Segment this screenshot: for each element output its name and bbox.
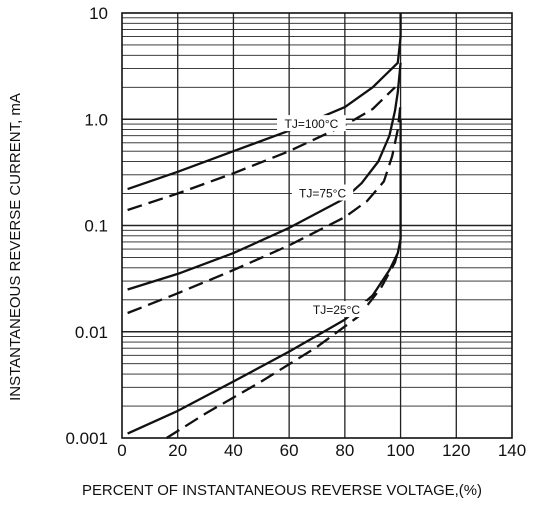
annotation-label: TJ=25°C [313,303,360,317]
plot-frame [121,12,513,439]
x-tick-label: 80 [335,441,354,460]
grid [122,13,512,438]
y-tick-label: 0.01 [75,323,108,342]
x-tick-label: 100 [386,441,414,460]
series-25C-dashed [165,241,402,439]
x-tick-label: 20 [168,441,187,460]
annotations: TJ=100°C TJ=75°C TJ=25°C [277,115,368,318]
x-tick-labels: 0 20 40 60 80 100 120 140 [117,441,526,460]
series-75C-dashed [127,103,402,315]
series-75C-solid [127,62,402,291]
x-axis-title: PERCENT OF INSTANTANEOUS REVERSE VOLTAGE… [82,482,482,499]
series-100C-dashed [127,86,396,212]
x-tick-label: 0 [117,441,126,460]
y-tick-labels: 0.001 0.01 0.1 1.0 10 [65,4,108,448]
annotation-bg [291,184,354,201]
y-tick-label: 0.1 [84,217,108,236]
y-tick-label: 1.0 [84,110,108,129]
x-tick-label: 40 [224,441,243,460]
x-tick-label: 120 [442,441,470,460]
annotation-label: TJ=100°C [285,117,339,131]
y-axis-title: INSTANTANEOUS REVERSE CURRENT, mA [7,93,24,401]
y-tick-label: 10 [89,4,108,23]
series-100C-solid [127,13,402,191]
annotation-bg [305,301,368,318]
x-tick-label: 140 [498,441,526,460]
annotation-bg [277,115,346,132]
y-tick-label: 0.001 [65,429,108,448]
annotation-label: TJ=75°C [299,187,346,201]
x-tick-label: 60 [280,441,299,460]
